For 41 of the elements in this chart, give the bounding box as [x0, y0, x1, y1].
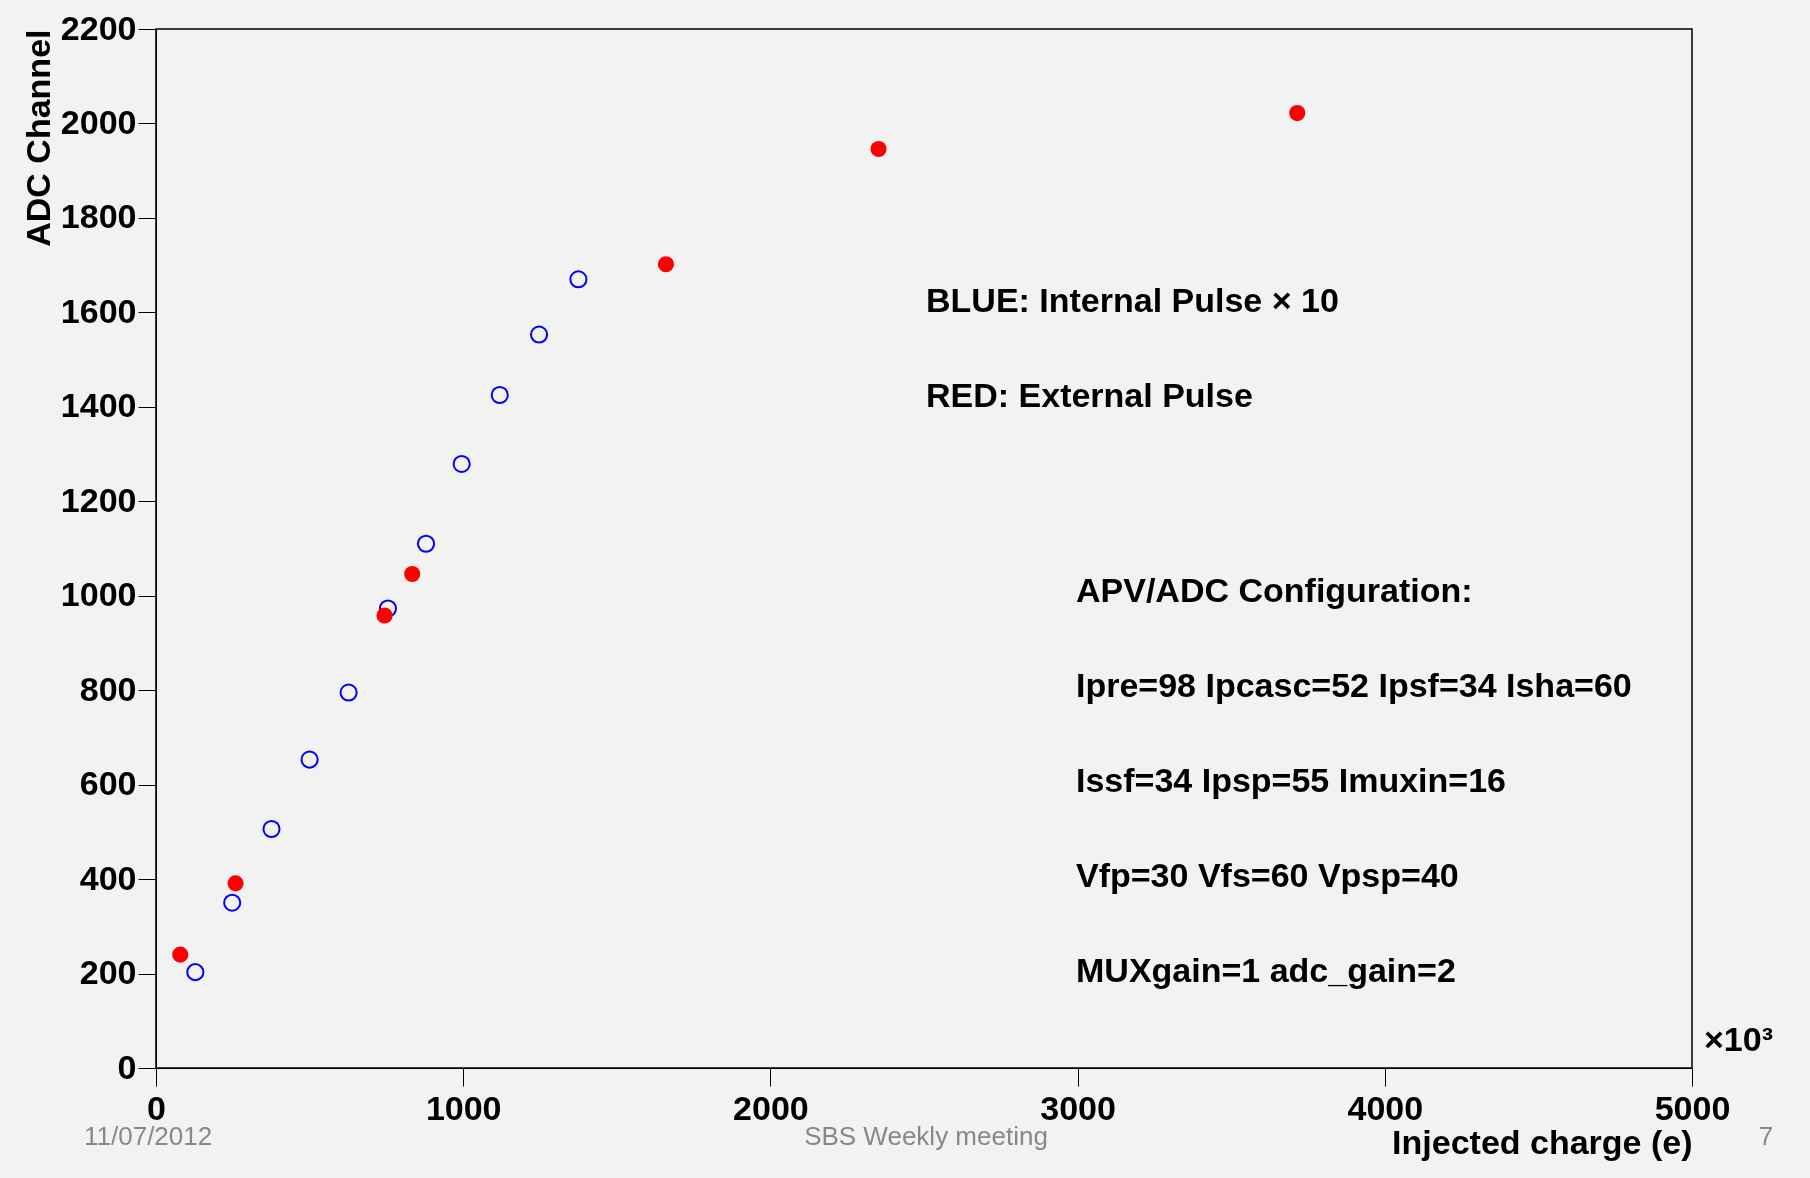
point: [339, 683, 358, 702]
x-tick-label: 1000: [425, 1088, 502, 1127]
point: [1289, 105, 1306, 122]
y-tick-label: 800: [79, 669, 137, 708]
point: [452, 454, 471, 474]
point: [262, 819, 281, 839]
point: [186, 963, 205, 982]
y-axis-title: ADC Channel: [18, 29, 57, 247]
annotation: MUXgain=1 adc_gain=2: [1076, 951, 1456, 989]
y-tick-label: 0: [117, 1047, 137, 1086]
point: [300, 750, 319, 769]
y-tick-label: 1600: [60, 291, 137, 330]
y-tick-label: 1400: [60, 386, 137, 425]
annotation: Ipre=98 Ipcasc=52 Ipsf=34 Isha=60: [1076, 666, 1632, 704]
point: [172, 946, 189, 963]
point: [870, 140, 887, 157]
y-tick-label: 1200: [60, 480, 137, 519]
point: [416, 534, 436, 553]
point: [490, 385, 509, 405]
point: [530, 325, 549, 344]
y-tick-label: 200: [79, 953, 137, 992]
y-tick-label: 1000: [60, 575, 137, 614]
point: [223, 893, 242, 912]
point: [569, 270, 588, 289]
annotation: Vfp=30 Vfs=60 Vpsp=40: [1076, 856, 1459, 894]
point: [657, 256, 675, 273]
point: [378, 599, 397, 618]
y-tick-label: 600: [79, 764, 137, 803]
annotation: RED: External Pulse: [926, 376, 1253, 414]
annotation: APV/ADC Configuration:: [1076, 571, 1473, 609]
annotation: BLUE: Internal Pulse × 10: [926, 281, 1339, 319]
text: 7: [1758, 1121, 1774, 1151]
y-tick-label: 2200: [60, 8, 137, 47]
text: ×10³: [1704, 1020, 1773, 1058]
y-tick-label: 1800: [60, 197, 137, 236]
y-tick-label: 2000: [60, 102, 137, 141]
point: [376, 607, 393, 624]
point: [227, 875, 244, 892]
y-tick-label: 400: [79, 858, 137, 897]
annotation: Issf=34 Ipsp=55 Imuxin=16: [1076, 761, 1506, 799]
point: [404, 565, 421, 583]
